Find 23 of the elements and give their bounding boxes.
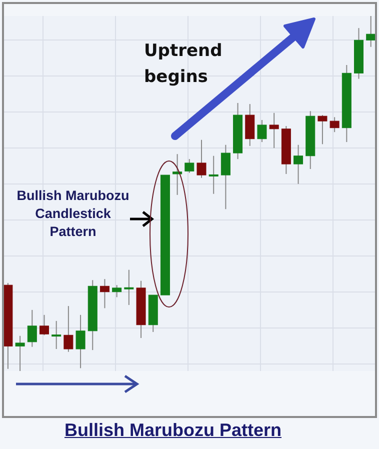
candlestick — [257, 120, 267, 143]
annotation: Bullish Marubozu Candlestick Pattern — [16, 187, 130, 241]
candlestick — [100, 278, 110, 309]
text: Bullish Marubozu Pattern — [63, 420, 282, 441]
candlestick — [184, 158, 194, 174]
candlestick — [318, 114, 328, 145]
candlestick — [172, 154, 182, 196]
candlestick — [27, 309, 37, 348]
annotation: Uptrend begins — [144, 40, 224, 89]
candlestick — [64, 306, 74, 352]
candlestick — [124, 269, 134, 306]
candlestick — [39, 314, 49, 336]
candlestick — [112, 284, 122, 298]
candlestick — [52, 320, 62, 350]
candlestick — [245, 104, 255, 146]
candlestick — [76, 314, 86, 369]
candlestick — [330, 116, 340, 133]
candlestick — [294, 144, 304, 184]
candlestick — [208, 155, 218, 194]
candlestick — [15, 335, 25, 371]
candlestick — [269, 112, 279, 149]
candlestick — [220, 144, 230, 210]
candlestick — [196, 139, 206, 178]
